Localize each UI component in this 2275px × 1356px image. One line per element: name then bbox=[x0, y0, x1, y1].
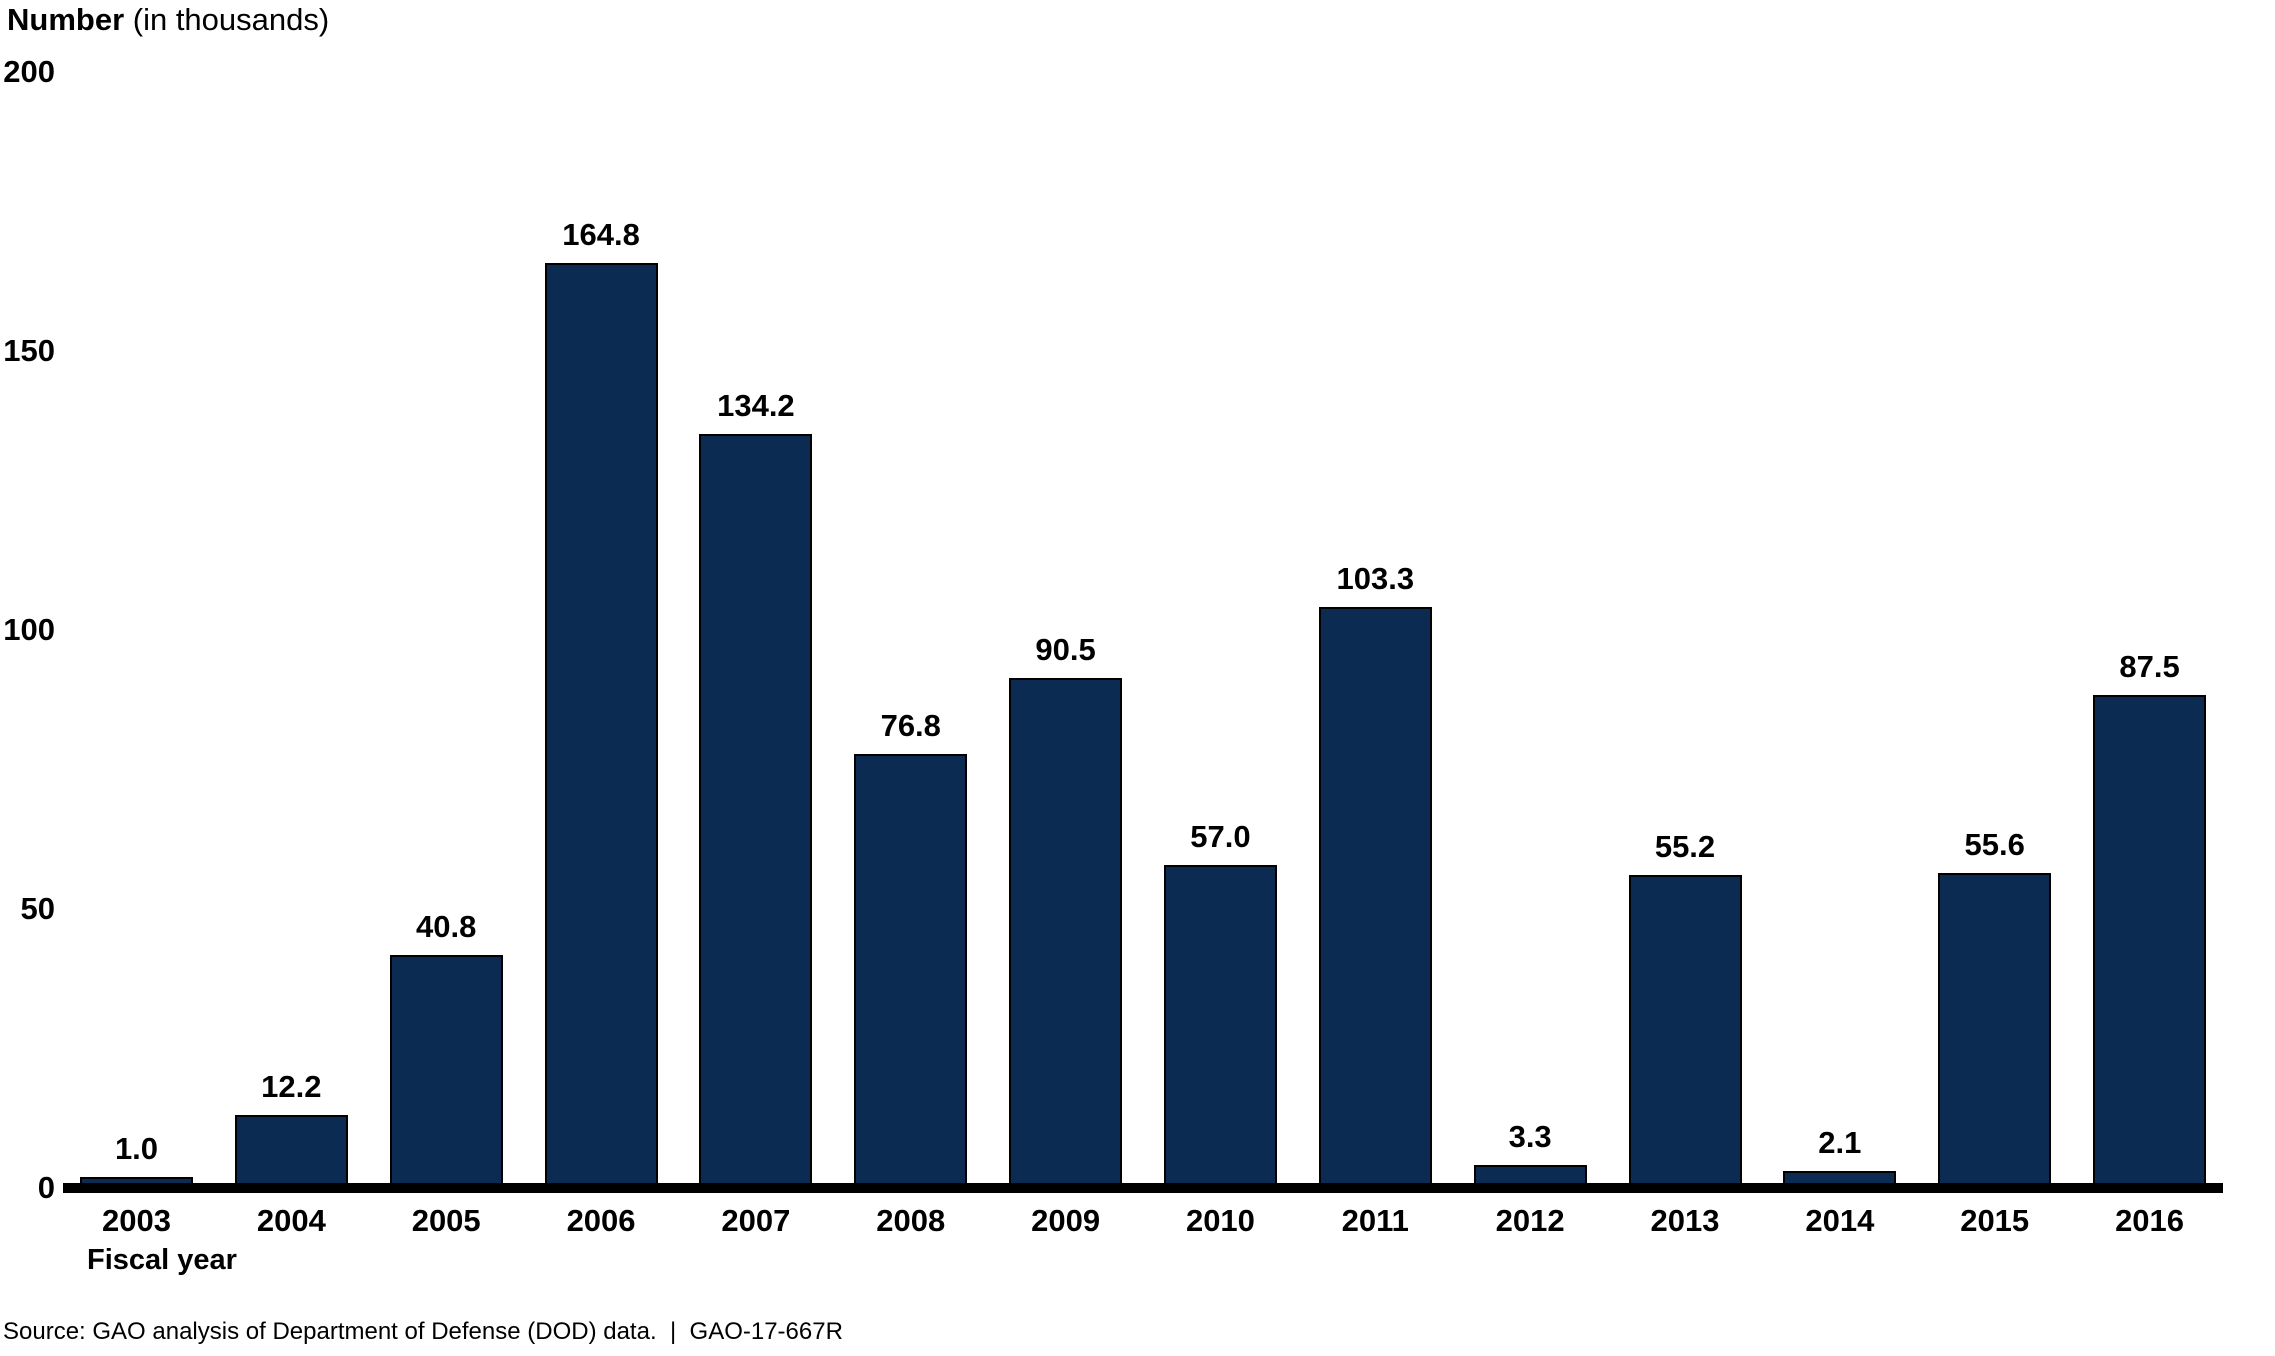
bar-value-label: 3.3 bbox=[1508, 1118, 1552, 1154]
bar-2011 bbox=[1318, 606, 1432, 1183]
source-note: Source: GAO analysis of Department of De… bbox=[3, 1318, 843, 1345]
bar-value-label: 1.0 bbox=[114, 1131, 159, 1167]
chart-title-units: (in thousands) bbox=[124, 2, 330, 37]
chart-title-bold: Number bbox=[7, 2, 125, 37]
bar-2010 bbox=[1163, 864, 1277, 1183]
x-axis-title: Fiscal year bbox=[87, 1244, 237, 1276]
x-axis-tick-label: 2009 bbox=[1031, 1203, 1101, 1238]
y-axis-tick-label: 0 bbox=[37, 1170, 55, 1205]
x-axis-tick-label: 2013 bbox=[1650, 1203, 1720, 1238]
bar-2008 bbox=[854, 754, 968, 1183]
bar-value-label: 2.1 bbox=[1818, 1125, 1862, 1161]
x-axis-tick-label: 2012 bbox=[1495, 1203, 1565, 1238]
bar-2006 bbox=[544, 263, 658, 1183]
bar-2005 bbox=[389, 955, 503, 1183]
x-axis-tick-label: 2008 bbox=[876, 1203, 946, 1238]
bar-value-label: 90.5 bbox=[1035, 632, 1096, 667]
x-axis-tick-label: 2010 bbox=[1185, 1203, 1255, 1238]
x-axis-tick-label: 2006 bbox=[566, 1203, 636, 1238]
bar-value-label: 40.8 bbox=[416, 909, 477, 945]
y-axis-tick-label: 200 bbox=[3, 54, 55, 89]
x-axis-tick-label: 2016 bbox=[2115, 1203, 2185, 1238]
bar-2009 bbox=[1009, 678, 1123, 1183]
bar-value-label: 87.5 bbox=[2119, 648, 2180, 684]
bar-2012 bbox=[1473, 1164, 1587, 1183]
y-axis-tick-label: 50 bbox=[20, 891, 55, 926]
bar-value-label: 76.8 bbox=[880, 708, 941, 744]
bar-2015 bbox=[1938, 872, 2052, 1183]
x-axis-tick-label: 2015 bbox=[1960, 1203, 2030, 1238]
y-axis-tick-label: 150 bbox=[3, 333, 55, 368]
bar-2013 bbox=[1628, 874, 1742, 1183]
x-axis-tick-label: 2003 bbox=[102, 1203, 171, 1238]
bar-2007 bbox=[699, 434, 813, 1183]
x-axis-tick-label: 2014 bbox=[1805, 1203, 1875, 1238]
bar-2003 bbox=[80, 1177, 193, 1183]
x-axis-tick-label: 2005 bbox=[411, 1203, 481, 1238]
x-axis-tick-label: 2011 bbox=[1341, 1203, 1409, 1238]
chart-title: Number (in thousands) bbox=[7, 0, 329, 40]
x-axis-tick-label: 2004 bbox=[256, 1203, 326, 1238]
bar-2016 bbox=[2093, 694, 2207, 1183]
bar-value-label: 57.0 bbox=[1190, 818, 1251, 854]
bar-value-label: 164.8 bbox=[562, 217, 640, 253]
bar-value-label: 55.2 bbox=[1654, 828, 1716, 864]
y-axis-tick-label: 100 bbox=[3, 612, 55, 647]
bar-value-label: 55.6 bbox=[1964, 826, 2025, 862]
bar-value-label: 134.2 bbox=[717, 388, 795, 424]
x-axis-tick-label: 2007 bbox=[721, 1203, 791, 1238]
x-axis-line bbox=[63, 1183, 2223, 1193]
bar-2014 bbox=[1783, 1171, 1897, 1183]
bar-value-label: 103.3 bbox=[1336, 560, 1415, 596]
bar-value-label: 12.2 bbox=[261, 1068, 322, 1104]
bar-2004 bbox=[234, 1114, 348, 1183]
